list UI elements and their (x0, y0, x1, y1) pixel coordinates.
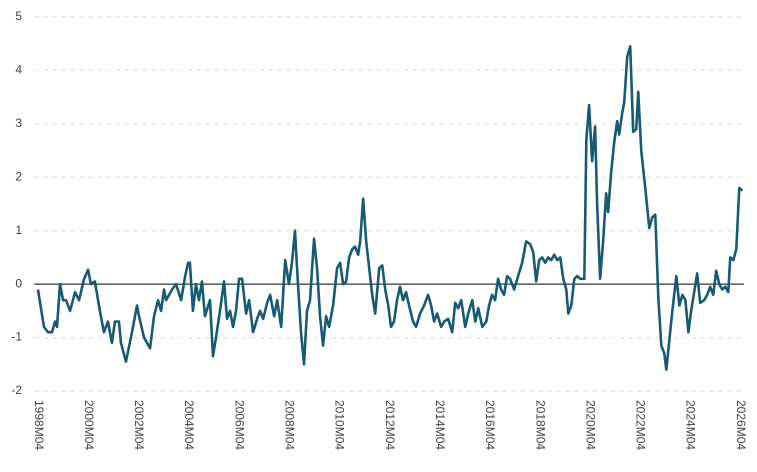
x-tick-label: 2006M04 (232, 400, 246, 450)
x-tick-label: 2026M04 (734, 400, 748, 450)
x-tick-label: 2016M04 (483, 400, 497, 450)
x-tick-label: 2014M04 (433, 400, 447, 450)
y-tick-label: 2 (15, 169, 22, 183)
x-tick-label: 2002M04 (132, 400, 146, 450)
data-line (36, 45, 744, 371)
x-tick-label: 1998M04 (32, 400, 46, 450)
y-tick-label: 0 (15, 276, 22, 290)
y-tick-label: 1 (15, 223, 22, 237)
x-tick-label: 2018M04 (533, 400, 547, 450)
x-tick-label: 2022M04 (634, 400, 648, 450)
y-tick-label: 5 (15, 9, 22, 23)
x-tick-label: 2010M04 (333, 400, 347, 450)
x-tick-label: 2000M04 (82, 400, 96, 450)
y-tick-label: 4 (15, 63, 22, 77)
x-tick-label: 2008M04 (283, 400, 297, 450)
x-tick-label: 2020M04 (583, 400, 597, 450)
x-tick-label: 2004M04 (182, 400, 196, 450)
x-tick-label: 2012M04 (383, 400, 397, 450)
y-tick-label: -1 (11, 330, 22, 344)
x-tick-label: 2024M04 (684, 400, 698, 450)
y-tick-label: -2 (11, 383, 22, 397)
y-tick-label: 3 (15, 116, 22, 130)
